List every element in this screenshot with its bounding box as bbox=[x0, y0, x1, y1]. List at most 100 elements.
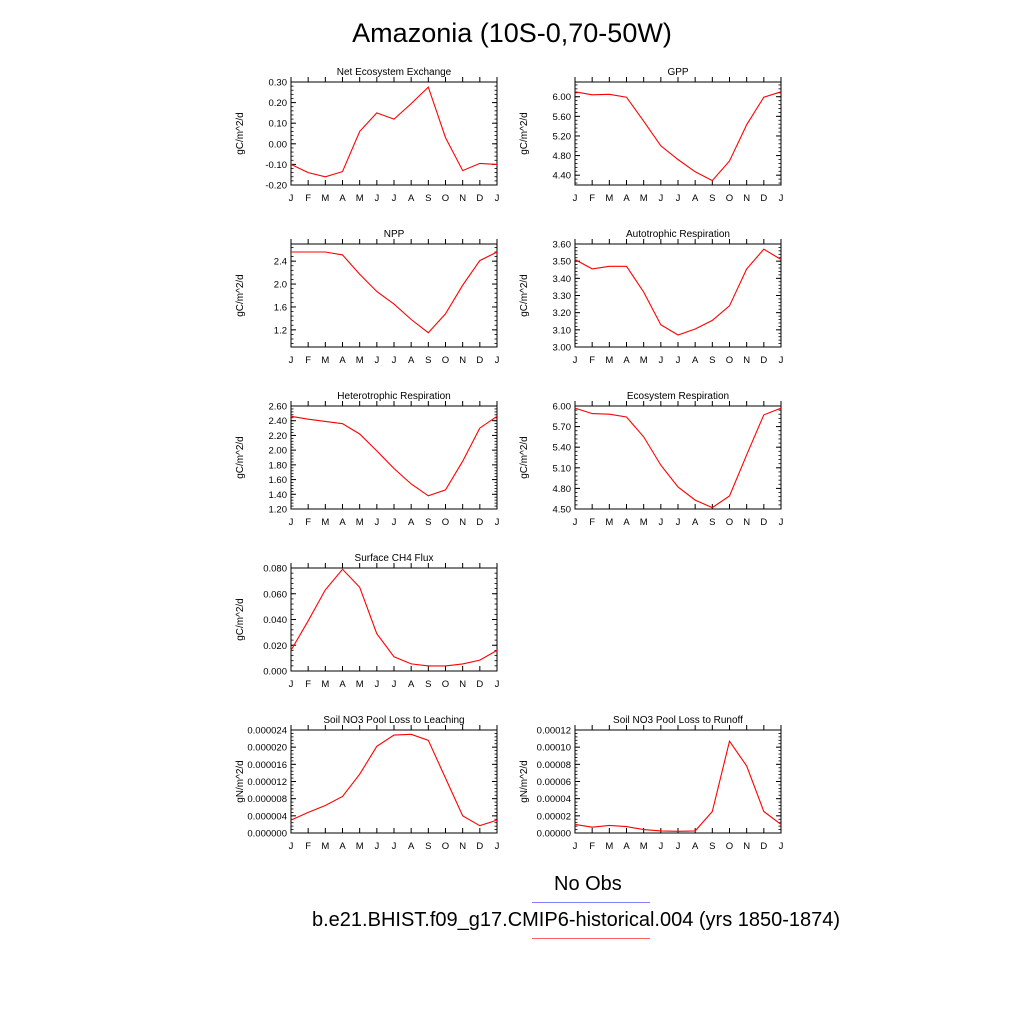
y-tick-label: 5.70 bbox=[553, 422, 572, 433]
panel-autotrophic-respiration: Autotrophic Respiration 3.00 3.10 3.20 3.30 3… bbox=[519, 229, 784, 366]
x-tick-label: J bbox=[374, 355, 379, 366]
y-tick-label: 0.00010 bbox=[537, 743, 571, 754]
panel-title: Surface CH4 Flux bbox=[355, 553, 434, 564]
series-line bbox=[574, 91, 782, 182]
panel-title: Net Ecosystem Exchange bbox=[337, 67, 452, 78]
plot-frame bbox=[574, 243, 782, 348]
x-tick-label: N bbox=[459, 679, 466, 690]
x-tick-label: O bbox=[726, 841, 733, 852]
x-tick-label: M bbox=[640, 193, 648, 204]
y-tick-label: 0.080 bbox=[263, 564, 287, 575]
x-tick-label: A bbox=[408, 679, 415, 690]
x-tick-label: N bbox=[743, 355, 750, 366]
x-tick-label: J bbox=[779, 841, 784, 852]
y-tick-label: 2.20 bbox=[269, 431, 288, 442]
y-tick-label: 0.00 bbox=[269, 139, 288, 150]
x-tick-label: O bbox=[442, 841, 449, 852]
y-axis-label: gC/m^2/d bbox=[235, 598, 246, 641]
x-tick-label: A bbox=[623, 355, 630, 366]
x-tick-label: J bbox=[392, 679, 397, 690]
x-tick-label: N bbox=[459, 355, 466, 366]
x-tick-label: J bbox=[392, 841, 397, 852]
x-tick-label: J bbox=[374, 679, 379, 690]
x-tick-label: J bbox=[658, 193, 663, 204]
x-tick-label: J bbox=[374, 517, 379, 528]
figure-title: Amazonia (10S-0,70-50W) bbox=[352, 18, 672, 48]
y-tick-label: 0.020 bbox=[263, 641, 287, 652]
y-tick-label: 0.00008 bbox=[537, 760, 571, 771]
y-tick-label: 5.10 bbox=[553, 463, 572, 474]
y-tick-label: 0.000024 bbox=[247, 726, 287, 737]
x-tick-label: N bbox=[459, 517, 466, 528]
x-tick-label: S bbox=[709, 841, 715, 852]
x-tick-label: A bbox=[623, 193, 630, 204]
x-tick-label: A bbox=[408, 355, 415, 366]
x-tick-label: J bbox=[573, 355, 578, 366]
x-tick-label: A bbox=[339, 517, 346, 528]
y-tick-label: 6.00 bbox=[553, 92, 572, 103]
y-tick-label: 4.50 bbox=[553, 505, 572, 516]
x-tick-label: J bbox=[573, 841, 578, 852]
x-tick-label: A bbox=[339, 355, 346, 366]
plot-frame bbox=[290, 567, 498, 672]
x-tick-label: M bbox=[321, 679, 329, 690]
panel-title: Heterotrophic Respiration bbox=[337, 391, 450, 402]
x-tick-label: M bbox=[605, 517, 613, 528]
x-tick-label: J bbox=[779, 355, 784, 366]
panel-title: Soil NO3 Pool Loss to Leaching bbox=[323, 715, 464, 726]
x-tick-label: M bbox=[321, 355, 329, 366]
x-tick-label: F bbox=[305, 355, 311, 366]
y-axis-label: gN/m^2/d bbox=[519, 760, 530, 803]
x-tick-label: D bbox=[476, 517, 483, 528]
y-tick-label: 1.60 bbox=[269, 475, 288, 486]
panel-heterotrophic-respiration: Heterotrophic Respiration 1.20 1.40 1.60 1.8… bbox=[235, 391, 500, 528]
y-tick-label: 6.00 bbox=[553, 402, 572, 413]
x-tick-label: M bbox=[605, 193, 613, 204]
y-tick-label: 0.000020 bbox=[247, 743, 287, 754]
x-tick-label: J bbox=[658, 841, 663, 852]
x-tick-label: J bbox=[289, 355, 294, 366]
x-tick-label: D bbox=[760, 355, 767, 366]
x-tick-label: O bbox=[442, 517, 449, 528]
x-tick-label: M bbox=[356, 193, 364, 204]
panel-title: GPP bbox=[667, 67, 688, 78]
x-tick-label: J bbox=[495, 355, 500, 366]
x-tick-label: N bbox=[743, 841, 750, 852]
legend-case-line bbox=[532, 938, 650, 939]
y-tick-label: 0.00006 bbox=[537, 777, 571, 788]
y-axis-label: gN/m^2/d bbox=[235, 760, 246, 803]
y-axis-label: gC/m^2/d bbox=[519, 112, 530, 155]
x-tick-label: M bbox=[321, 517, 329, 528]
y-tick-label: 2.0 bbox=[274, 280, 287, 291]
y-tick-label: 0.060 bbox=[263, 589, 287, 600]
series-line bbox=[290, 86, 498, 178]
panel-soil-no3-pool-loss-to-leaching: Soil NO3 Pool Loss to Leaching 0.000000 0.… bbox=[235, 715, 500, 852]
y-tick-label: 0.000016 bbox=[247, 760, 287, 771]
x-tick-label: J bbox=[573, 193, 578, 204]
series-line bbox=[290, 415, 498, 497]
y-tick-label: 1.2 bbox=[274, 325, 287, 336]
x-tick-label: O bbox=[726, 355, 733, 366]
x-tick-label: J bbox=[676, 517, 681, 528]
x-tick-label: O bbox=[442, 355, 449, 366]
x-tick-label: J bbox=[392, 193, 397, 204]
y-axis-label: gC/m^2/d bbox=[235, 274, 246, 317]
y-tick-label: 2.00 bbox=[269, 446, 288, 457]
y-tick-label: 1.20 bbox=[269, 505, 288, 516]
x-tick-label: A bbox=[692, 193, 699, 204]
y-tick-label: 2.60 bbox=[269, 402, 288, 413]
x-tick-label: J bbox=[495, 841, 500, 852]
y-axis-label: gC/m^2/d bbox=[235, 112, 246, 155]
y-tick-label: 0.000012 bbox=[247, 777, 287, 788]
x-tick-label: D bbox=[476, 355, 483, 366]
x-tick-label: M bbox=[356, 679, 364, 690]
y-axis-label: gC/m^2/d bbox=[519, 436, 530, 479]
y-tick-label: 0.000000 bbox=[247, 829, 287, 840]
y-tick-label: 1.80 bbox=[269, 460, 288, 471]
x-tick-label: J bbox=[392, 517, 397, 528]
x-tick-label: J bbox=[289, 679, 294, 690]
x-tick-label: A bbox=[408, 193, 415, 204]
x-tick-label: A bbox=[408, 517, 415, 528]
x-tick-label: J bbox=[779, 193, 784, 204]
x-tick-label: A bbox=[339, 193, 346, 204]
